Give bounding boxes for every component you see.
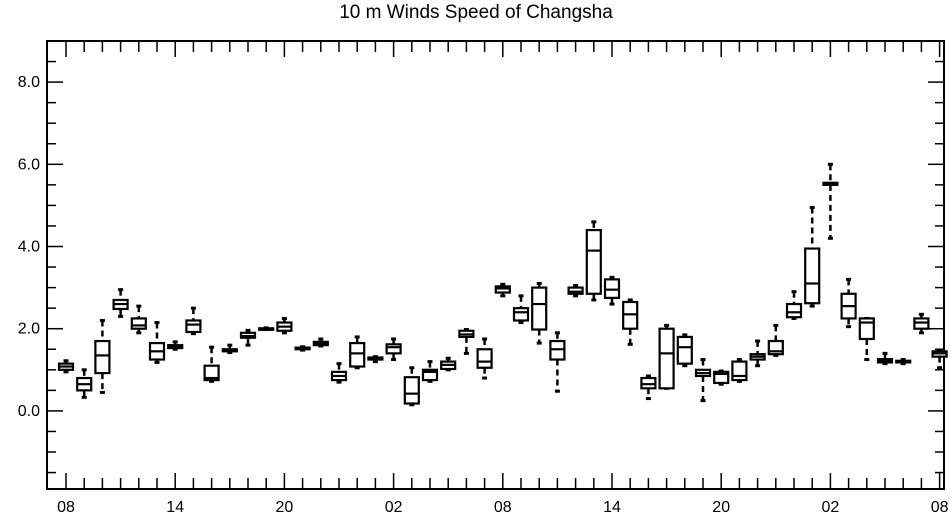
box-plot: [767, 323, 784, 357]
iqr-box: [585, 228, 602, 295]
box-plot: [57, 359, 75, 374]
box-plot: [258, 326, 275, 332]
y-tick-label: 0.0: [18, 403, 40, 420]
box-plot: [276, 316, 293, 335]
box-plot: [349, 335, 366, 370]
box-plot: [640, 374, 657, 401]
box-plot: [622, 298, 639, 346]
box-plot: [440, 356, 457, 372]
box-plot: [130, 304, 147, 335]
x-tick-label: 08: [931, 499, 949, 516]
box-plot: [403, 366, 420, 407]
y-tick-label: 2.0: [18, 321, 40, 338]
box-plot: [676, 333, 693, 368]
box-plot: [840, 277, 857, 329]
box-plot: [731, 358, 748, 383]
box-plot: [804, 205, 821, 308]
box-plot: [367, 355, 384, 364]
x-tick-label: 02: [385, 499, 403, 516]
box-plot: [822, 162, 839, 240]
box-plot: [312, 337, 329, 348]
box-plot: [385, 337, 402, 362]
x-tick-label: 20: [276, 499, 294, 516]
iqr-box: [403, 376, 420, 405]
x-tick-label: 20: [712, 499, 730, 516]
box-plot: [148, 321, 166, 364]
x-tick-label: 02: [822, 499, 840, 516]
box-plot: [913, 312, 930, 335]
iqr-box: [713, 370, 730, 385]
iqr-box: [385, 343, 402, 355]
box-plot: [221, 343, 238, 355]
iqr-box: [94, 339, 111, 375]
box-plot: [585, 220, 602, 302]
box-plot: [494, 282, 511, 298]
x-tick-label: 14: [603, 499, 621, 516]
box-plot: [694, 358, 712, 403]
iqr-box: [676, 335, 693, 365]
box-plot: [112, 288, 129, 318]
box-plot: [421, 360, 439, 383]
box-plot: [658, 323, 675, 390]
chart-title: 10 m Winds Speed of Changsha: [339, 2, 613, 23]
box-plot: [203, 345, 220, 383]
box-plot: [167, 340, 184, 351]
box-plot: [531, 281, 548, 345]
iqr-box: [203, 364, 220, 382]
box-plot: [785, 290, 803, 320]
box-plot: [476, 337, 493, 380]
box-plot: [858, 316, 875, 362]
box-plot: [713, 369, 730, 386]
iqr-box: [804, 247, 821, 305]
iqr-box: [512, 307, 530, 322]
box-plot: [603, 275, 621, 306]
box-plot: [294, 345, 311, 352]
y-tick-label: 8.0: [18, 74, 40, 91]
box-plot: [895, 358, 912, 366]
box-plot: [749, 339, 766, 368]
iqr-box: [421, 368, 439, 382]
iqr-box: [185, 319, 202, 334]
box-plot: [876, 351, 894, 366]
y-tick-label: 4.0: [18, 239, 40, 256]
iqr-box: [785, 302, 803, 319]
box-plot: [76, 368, 93, 399]
box-plot: [330, 362, 348, 384]
iqr-box: [658, 327, 675, 390]
iqr-box: [130, 317, 147, 330]
x-tick-label: 08: [57, 499, 75, 516]
box-plot: [549, 331, 566, 393]
box-plot: [931, 348, 948, 370]
box-plot: [185, 306, 202, 336]
box-plot: [512, 294, 530, 325]
x-tick-label: 14: [166, 499, 184, 516]
iqr-box: [731, 360, 748, 382]
iqr-box: [476, 348, 493, 369]
box-plot: [239, 328, 257, 347]
y-tick-label: 6.0: [18, 156, 40, 173]
box-plot: [458, 328, 475, 355]
box-plot: [567, 284, 584, 298]
x-tick-label: 08: [494, 499, 512, 516]
box-plot: [94, 318, 111, 394]
iqr-box: [349, 341, 366, 368]
iqr-box: [531, 286, 548, 331]
plot-frame: [46, 40, 945, 490]
